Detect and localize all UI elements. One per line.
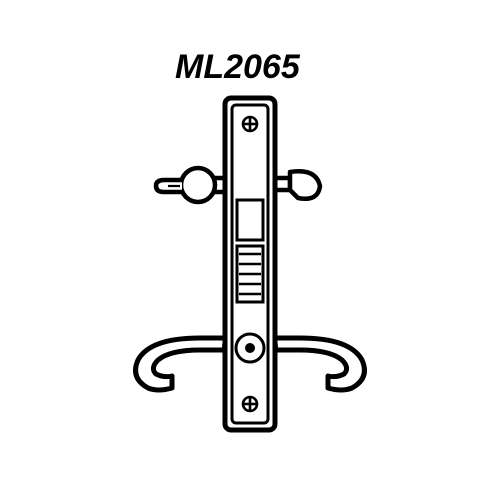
thumb-turn [272,171,320,199]
screw-top [243,117,257,131]
screw-bottom [243,397,257,411]
mortise-lock-illustration [0,0,500,500]
deadbolt-window [237,246,263,302]
diagram-canvas: ML2065 [0,0,500,500]
lever-hub [236,334,264,362]
key-cylinder [156,168,228,202]
latch-window [237,200,263,240]
